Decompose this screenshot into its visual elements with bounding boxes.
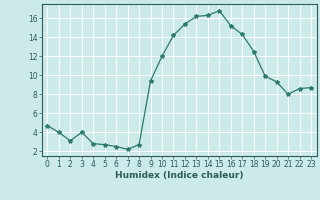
X-axis label: Humidex (Indice chaleur): Humidex (Indice chaleur): [115, 171, 244, 180]
